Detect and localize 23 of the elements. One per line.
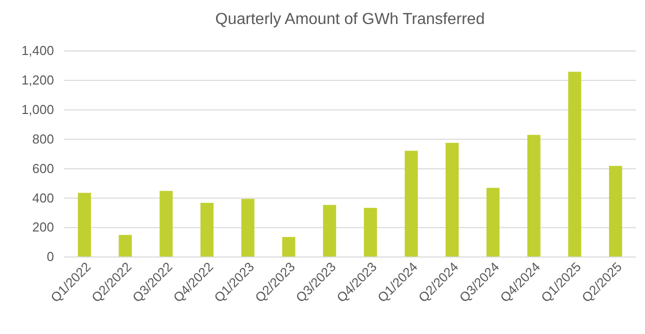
y-tick-label: 400: [32, 190, 54, 206]
bar: [527, 134, 540, 257]
chart-title: Quarterly Amount of GWh Transferred: [215, 11, 485, 28]
bar: [118, 234, 132, 257]
bar: [78, 192, 91, 257]
bar: [323, 204, 336, 257]
bar: [200, 202, 214, 257]
y-tick-label: 800: [32, 131, 54, 146]
y-tick-label: 0: [46, 249, 54, 264]
bar: [486, 188, 500, 257]
bar: [446, 142, 459, 257]
bar: [160, 190, 173, 257]
bar: [568, 72, 582, 257]
y-tick-label: 1,000: [21, 102, 54, 118]
bar: [364, 208, 377, 257]
y-tick-label: 1,200: [21, 72, 54, 88]
y-tick-label: 1,400: [21, 43, 54, 58]
y-tick-label: 200: [32, 220, 54, 235]
y-tick-label: 600: [32, 160, 54, 176]
bar: [404, 150, 418, 257]
bar: [282, 236, 296, 257]
bar: [609, 166, 622, 257]
bar: [241, 198, 254, 257]
